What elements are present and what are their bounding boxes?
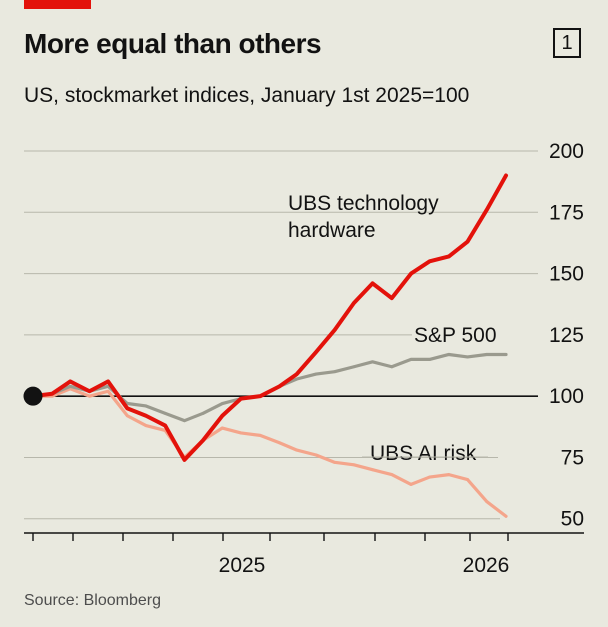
series-point-0-14 [295,372,299,376]
series-point-2-4 [106,389,110,393]
y-tick-label-175: 175 [549,201,584,224]
series-point-1-22 [447,353,451,356]
series-point-0-3 [88,389,91,393]
series-point-2-18 [371,468,374,472]
series-point-0-12 [258,394,262,398]
series-point-2-12 [258,433,262,437]
y-tick-label-150: 150 [549,263,584,286]
series-point-0-8 [183,458,186,462]
series-point-2-3 [88,394,91,398]
y-tick-label-75: 75 [561,446,584,469]
series-point-1-7 [163,411,167,415]
series-point-0-1 [50,392,54,396]
series-label-sp500-line-1: S&P 500 [414,324,497,347]
series-point-1-14 [295,377,299,381]
series-point-1-25 [504,353,508,356]
start-point-marker [23,386,43,406]
series-label-tech-line-1: UBS technology [288,192,439,215]
y-tick-label-125: 125 [549,324,584,347]
series-point-1-10 [220,402,224,405]
series-point-0-9 [201,438,205,442]
x-tick-label-2025: 2025 [219,554,266,577]
series-point-0-11 [239,397,243,401]
series-point-0-15 [314,350,318,354]
series-point-0-21 [428,259,432,263]
series-point-2-16 [333,460,337,464]
y-tick-label-200: 200 [549,140,584,163]
series-point-0-10 [220,414,224,418]
series-point-0-23 [466,240,469,244]
series-point-1-24 [485,353,489,356]
series-point-2-15 [314,453,318,457]
series-point-0-4 [106,380,110,383]
series-point-0-22 [447,255,451,258]
series-point-1-19 [390,365,394,369]
series-point-2-24 [485,500,489,503]
series-point-2-6 [144,424,148,427]
series-point-0-20 [409,272,413,275]
series-point-0-13 [278,384,281,388]
series-point-2-11 [239,431,243,435]
series-point-0-5 [125,407,129,410]
series-point-1-16 [333,370,337,374]
series-point-1-21 [428,357,432,361]
series-point-0-25 [504,174,508,177]
series-line-ubs-technology-hardware [31,173,508,462]
y-tick-label-50: 50 [561,508,584,531]
series-point-1-9 [201,411,205,415]
series-point-0-7 [163,424,167,427]
series-point-2-10 [220,426,224,430]
series-point-2-20 [409,483,413,486]
x-tick-label-2026: 2026 [463,554,510,577]
series-point-2-25 [504,514,508,518]
series-point-2-21 [428,475,432,479]
series-point-0-18 [371,281,374,285]
chart-number-badge: 1 [553,28,581,58]
series-point-1-23 [466,355,469,359]
series-point-2-5 [125,414,129,418]
series-point-1-17 [352,365,356,369]
series-point-0-19 [390,296,394,300]
series-point-0-24 [485,208,489,212]
series-point-1-8 [183,419,186,423]
series-point-0-17 [352,301,356,305]
series-point-1-18 [371,360,374,364]
series-point-0-6 [144,414,148,418]
series-point-1-20 [409,357,413,361]
series-point-1-2 [68,384,72,388]
series-label-tech-line-2: hardware [288,219,376,242]
series-label-airisk-line-1: UBS AI risk [370,442,477,465]
series-point-2-19 [390,473,394,477]
series-line-ubs-ai-risk [31,387,508,518]
accent-bar [24,0,91,9]
series-point-2-17 [352,463,356,467]
chart-title: More equal than others [24,28,322,59]
series-line-sp-500 [31,352,508,423]
series-point-1-15 [314,372,318,376]
source-note: Source: Bloomberg [24,592,161,609]
y-tick-label-100: 100 [549,385,584,408]
series-point-2-23 [466,478,469,481]
chart-subtitle: US, stockmarket indices, January 1st 202… [24,84,470,107]
series-point-0-16 [333,328,337,332]
series-point-2-22 [447,473,451,477]
series-point-0-2 [68,380,72,383]
series-point-2-14 [295,448,299,452]
series-point-2-13 [278,441,281,445]
series-point-1-6 [144,404,148,408]
